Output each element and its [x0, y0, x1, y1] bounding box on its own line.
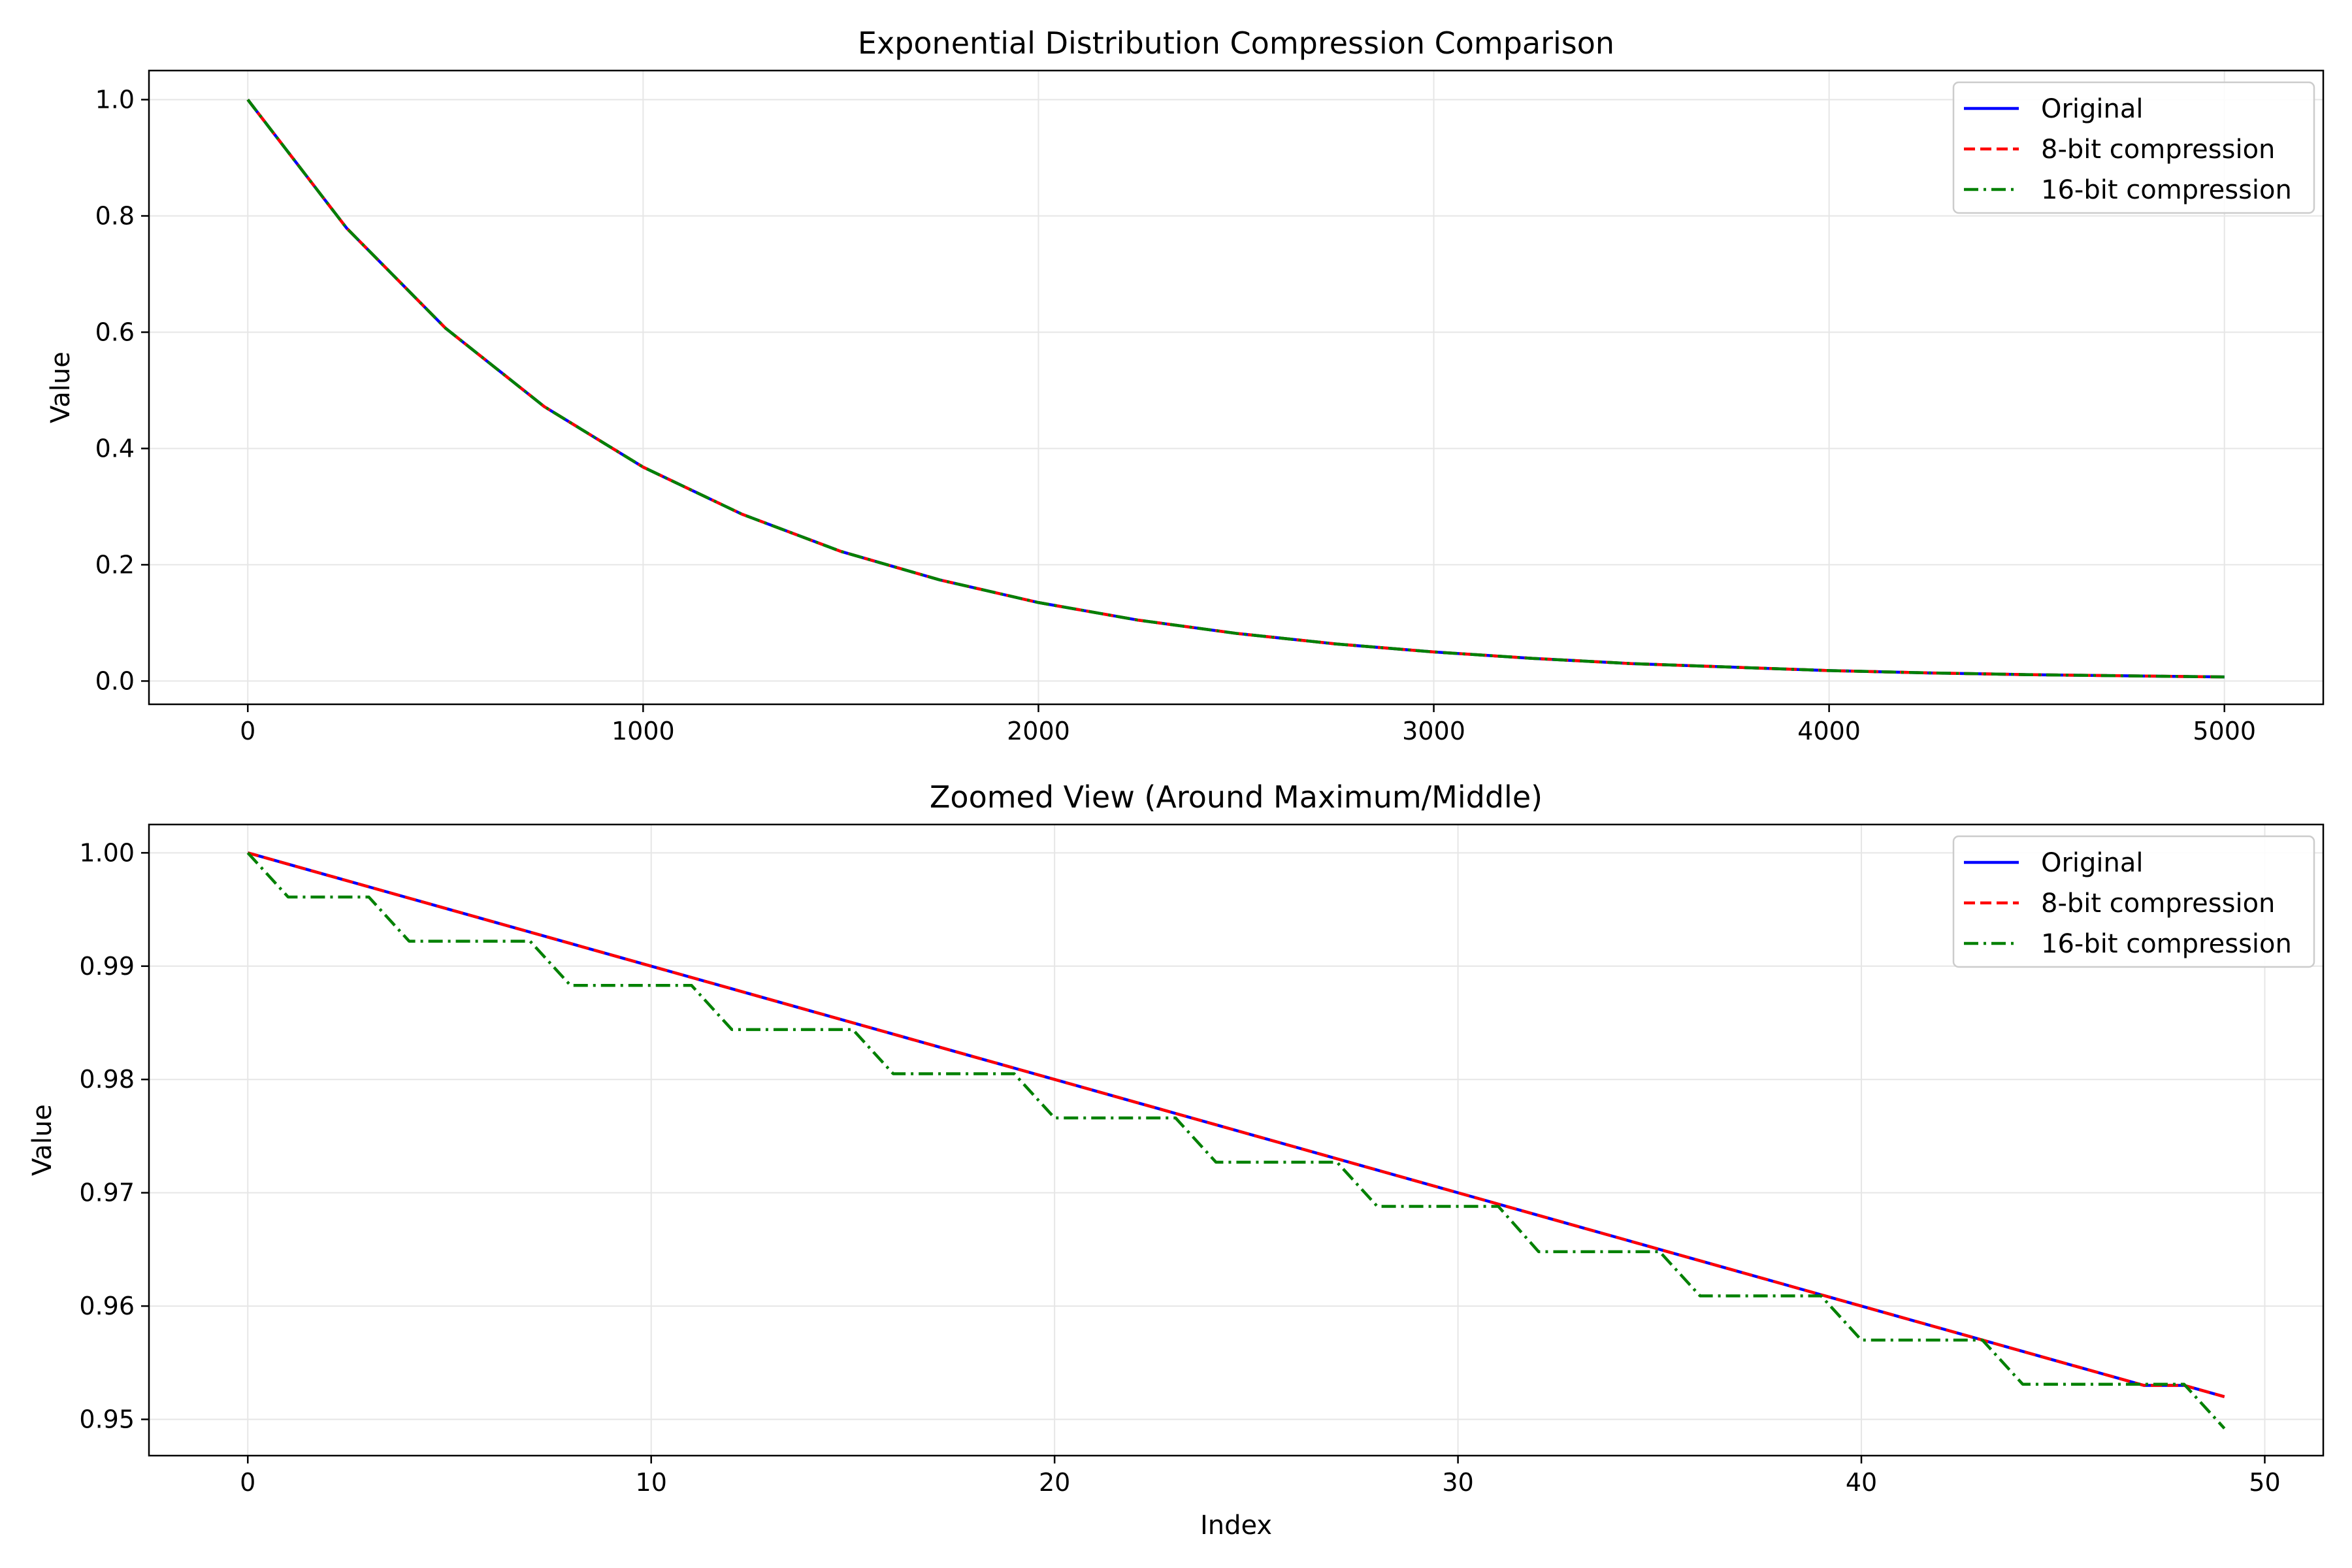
- x-tick-label: 0: [240, 717, 255, 745]
- y-tick-label: 0.95: [79, 1405, 135, 1434]
- series-group: [246, 851, 2226, 1429]
- legend-box: [1952, 81, 2315, 214]
- axes-frame: [148, 823, 2325, 1457]
- legend: Original 8-bit compression 16-bit compress…: [1952, 81, 2315, 214]
- series-line-bit16: [246, 851, 2226, 1429]
- y-tick-label: 0.0: [95, 666, 135, 695]
- axes-frame: [148, 69, 2325, 706]
- chart-title: Zoomed View (Around Maximum/Middle): [930, 779, 1543, 815]
- series-line-bit16: [246, 99, 2225, 679]
- y-tick-label: 0.98: [79, 1065, 135, 1094]
- x-tick-label: 3000: [1402, 717, 1465, 745]
- y-tick-label: 1.0: [95, 85, 135, 114]
- y-tick-label: 0.2: [95, 550, 135, 579]
- y-tick-label: 0.6: [95, 318, 135, 346]
- x-tick-label: 10: [636, 1468, 667, 1497]
- series-group: [246, 99, 2225, 679]
- x-tick-label: 2000: [1007, 717, 1070, 745]
- x-tick-label: 4000: [1797, 717, 1861, 745]
- y-axis-label: Value: [46, 351, 76, 423]
- x-tick-label: 0: [240, 1468, 255, 1497]
- x-axis-label: Index: [1200, 1511, 1272, 1541]
- y-axis-label: Value: [27, 1104, 57, 1176]
- legend-label: 16-bit compression: [2041, 175, 2292, 205]
- series-line-original: [247, 851, 2225, 1398]
- y-tick-label: 0.8: [95, 201, 135, 230]
- legend-box: [1952, 835, 2315, 968]
- legend-label: 8-bit compression: [2041, 889, 2275, 919]
- y-tick-label: 1.00: [79, 838, 135, 867]
- x-tick-label: 20: [1039, 1468, 1070, 1497]
- y-tick-label: 0.97: [79, 1179, 135, 1207]
- x-tick-label: 30: [1442, 1468, 1473, 1497]
- chart-title: Exponential Distribution Compression Com…: [858, 25, 1614, 61]
- x-tick-label: 1000: [612, 717, 675, 745]
- legend-label: Original: [2041, 94, 2144, 124]
- x-tick-label: 40: [1846, 1468, 1877, 1497]
- legend-label: Original: [2041, 848, 2144, 878]
- chart-panel-1: 0 1000 2000 3000 4000 5000 0.0 0.2 0.4 0.6 0.8 1.0 E…: [46, 25, 2325, 745]
- y-tick-label: 0.99: [79, 952, 135, 981]
- legend: Original 8-bit compression 16-bit compress…: [1952, 835, 2315, 968]
- x-tick-label: 5000: [2193, 717, 2256, 745]
- x-tick-label: 50: [2249, 1468, 2280, 1497]
- chart-panel-2: 0 10 20 30 40 50 0.95 0.96 0.97 0.98 0.99 1.00 Zoome…: [27, 779, 2325, 1541]
- y-tick-label: 0.4: [95, 434, 135, 463]
- legend-label: 16-bit compression: [2041, 929, 2292, 959]
- legend-label: 8-bit compression: [2041, 135, 2275, 165]
- y-tick-label: 0.96: [79, 1292, 135, 1320]
